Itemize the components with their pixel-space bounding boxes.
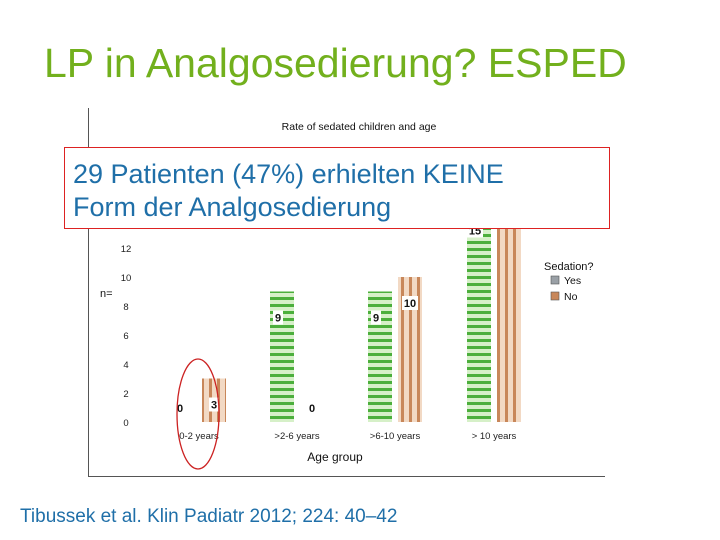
data-label: 10 bbox=[404, 298, 416, 310]
y-tick-label: 6 bbox=[123, 331, 128, 342]
legend-label-yes: Yes bbox=[564, 275, 581, 287]
legend: Yes No bbox=[550, 275, 581, 303]
citation: Tibussek et al. Klin Padiatr 2012; 224: … bbox=[20, 506, 398, 527]
y-tick-label: 2 bbox=[123, 389, 128, 400]
y-tick-label: 8 bbox=[123, 302, 128, 313]
data-label-bg bbox=[307, 401, 317, 415]
y-tick-label: 10 bbox=[121, 273, 132, 284]
highlight-circle bbox=[176, 358, 220, 470]
data-label: 3 bbox=[211, 400, 217, 412]
chart-svg: Rate of sedated children and age n= Age … bbox=[100, 121, 594, 470]
callout-box: 29 Patienten (47%) erhielten KEINE Form … bbox=[64, 147, 610, 229]
y-tick-label: 0 bbox=[123, 418, 128, 429]
y-ticks: 0 2 4 6 8 10 12 bbox=[121, 244, 132, 429]
bars-layer: 03909101516 bbox=[175, 190, 521, 422]
y-tick-label: 12 bbox=[121, 244, 132, 255]
data-label-bg bbox=[402, 296, 418, 310]
legend-swatch-no bbox=[550, 291, 560, 301]
data-label-bg bbox=[175, 401, 185, 415]
legend-swatch-yes bbox=[550, 275, 560, 285]
x-category-label: 0-2 years bbox=[179, 431, 219, 442]
data-label: 9 bbox=[373, 313, 379, 325]
data-label-bg bbox=[273, 310, 283, 325]
x-categories: 0-2 years >2-6 years >6-10 years > 10 years bbox=[179, 431, 516, 442]
legend-title: Sedation? bbox=[544, 261, 594, 273]
data-label: 0 bbox=[177, 403, 183, 415]
data-label-bg bbox=[371, 310, 381, 325]
data-label: 9 bbox=[275, 313, 281, 325]
data-label-bg bbox=[209, 397, 219, 412]
bar-yes bbox=[467, 204, 491, 422]
x-category-label: >2-6 years bbox=[274, 431, 319, 442]
callout-line-2: Form der Analgosedierung bbox=[73, 192, 392, 222]
x-category-label: >6-10 years bbox=[370, 431, 421, 442]
x-category-label: > 10 years bbox=[472, 431, 517, 442]
data-label: 0 bbox=[309, 403, 315, 415]
slide-title: LP in Analgosedierung? ESPED bbox=[44, 40, 627, 86]
callout-line-1: 29 Patienten (47%) erhielten KEINE bbox=[73, 159, 504, 189]
legend-label-no: No bbox=[564, 291, 578, 303]
y-tick-label: 4 bbox=[123, 360, 128, 371]
chart-title: Rate of sedated children and age bbox=[282, 121, 437, 133]
x-axis-label: Age group bbox=[307, 450, 363, 464]
y-axis-label: n= bbox=[100, 288, 113, 300]
